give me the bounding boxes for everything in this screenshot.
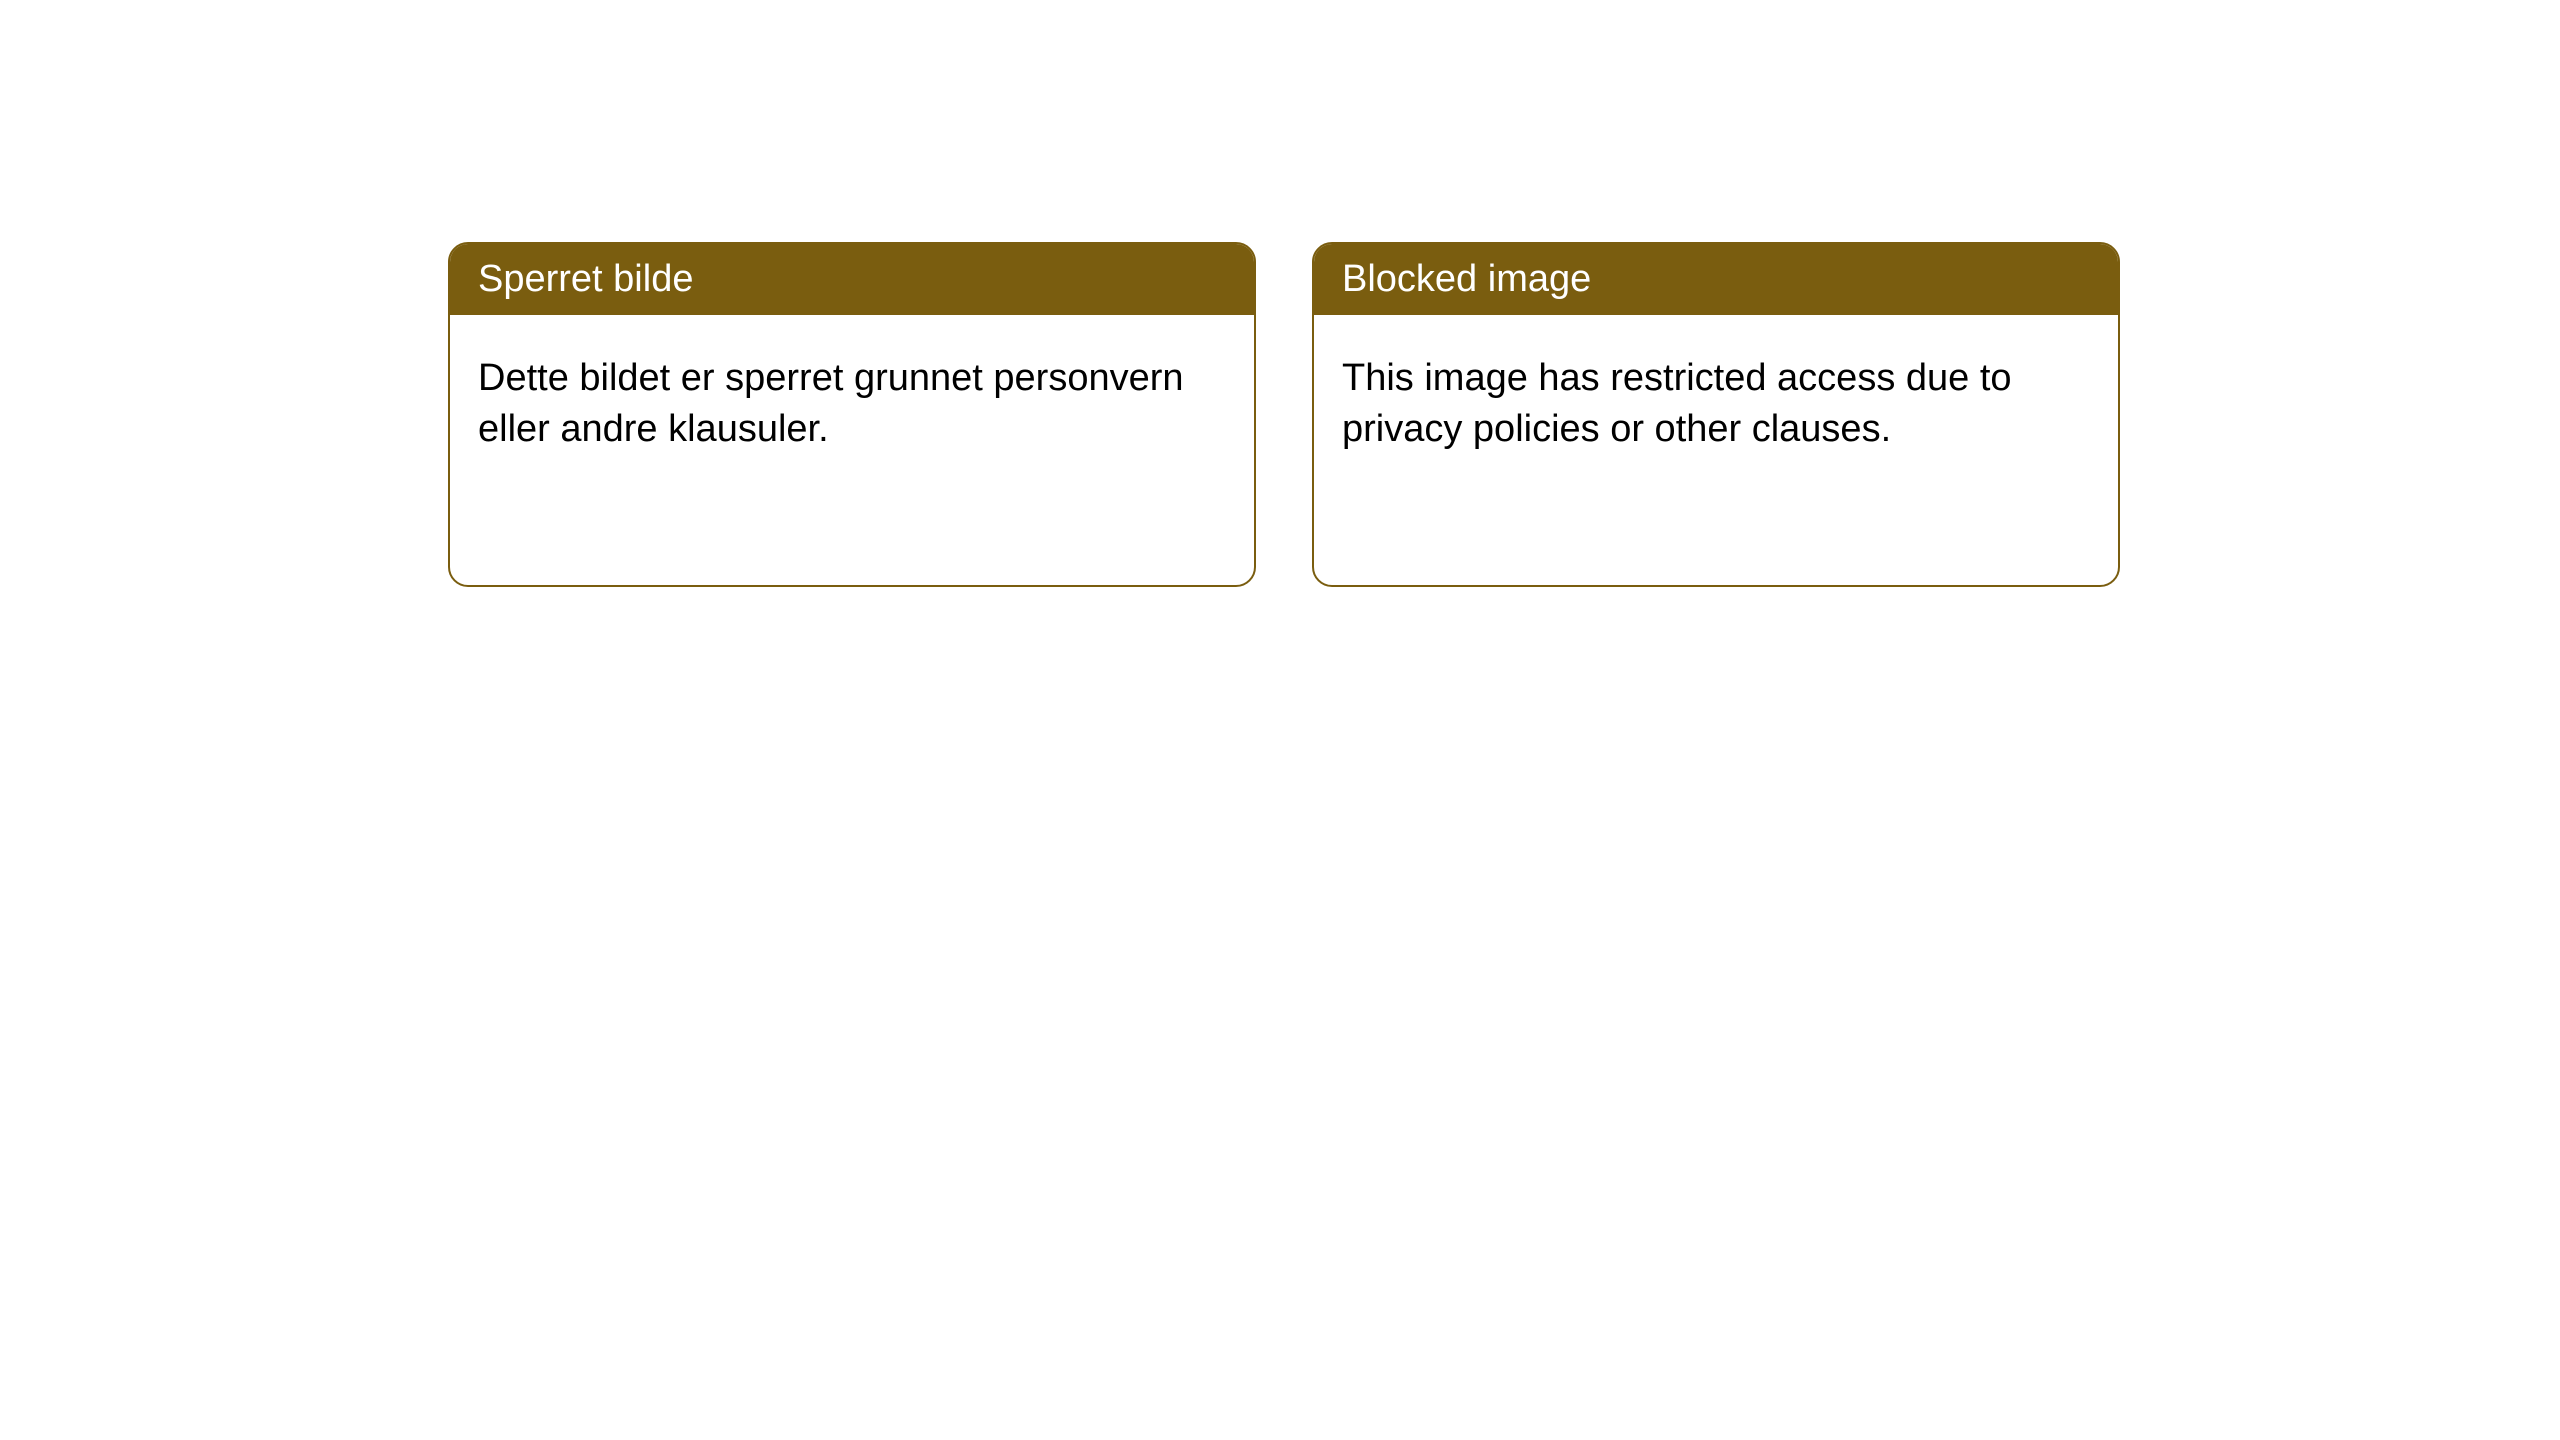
card-body-text: This image has restricted access due to … [1342,357,2012,450]
card-header: Sperret bilde [450,244,1254,315]
notice-card-norwegian: Sperret bilde Dette bildet er sperret gr… [448,242,1256,587]
card-title: Sperret bilde [478,258,693,300]
notice-card-english: Blocked image This image has restricted … [1312,242,2120,587]
card-header: Blocked image [1314,244,2118,315]
card-title: Blocked image [1342,258,1591,300]
notice-cards-container: Sperret bilde Dette bildet er sperret gr… [448,242,2120,587]
card-body-text: Dette bildet er sperret grunnet personve… [478,357,1184,450]
card-body: This image has restricted access due to … [1314,315,2118,585]
card-body: Dette bildet er sperret grunnet personve… [450,315,1254,585]
